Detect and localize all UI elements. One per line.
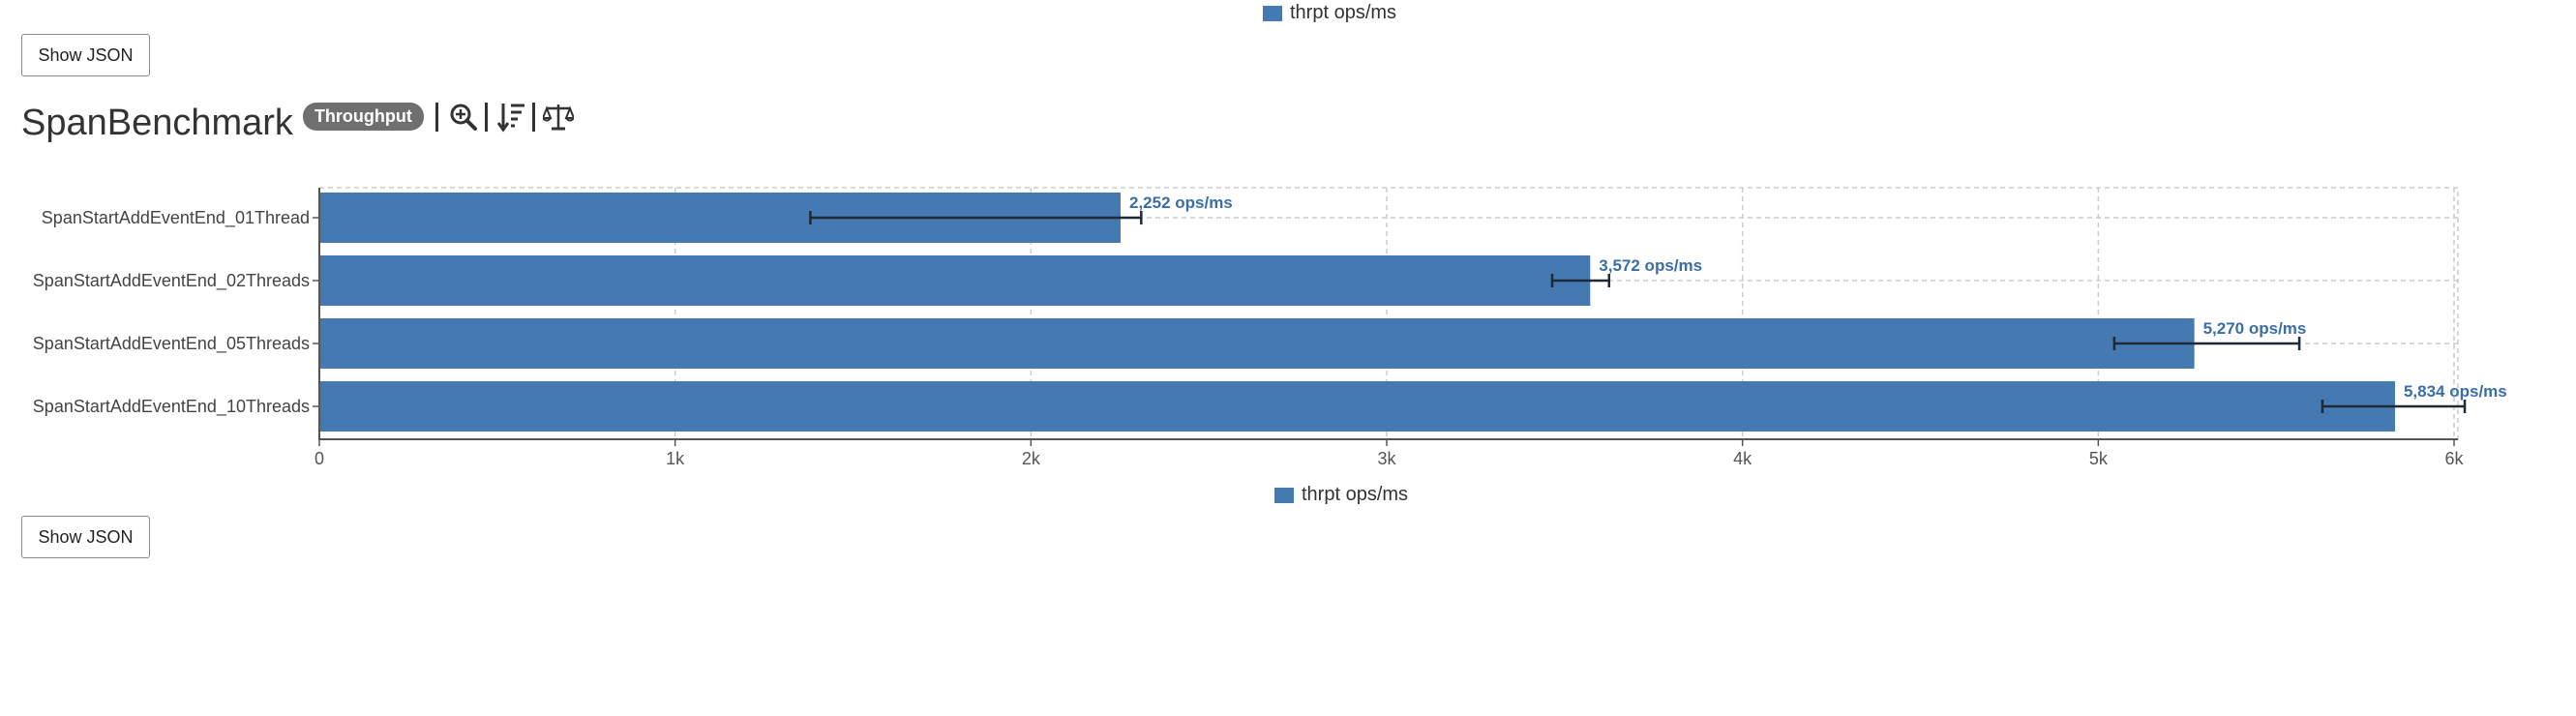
legend-bottom[interactable]: thrpt ops/ms (1274, 484, 1408, 506)
x-tick-label: 4k (1733, 449, 1752, 468)
benchmark-header: SpanBenchmark Throughput (21, 101, 574, 144)
bar (319, 255, 1591, 306)
sort-descending-icon[interactable] (495, 101, 526, 134)
x-tick-label: 5k (2089, 449, 2109, 468)
zoom-in-icon[interactable] (448, 101, 479, 134)
balance-scale-icon[interactable] (542, 101, 574, 134)
legend-label: thrpt ops/ms (1290, 2, 1397, 23)
legend-label: thrpt ops/ms (1302, 484, 1409, 505)
value-label: 3,572 ops/ms (1599, 256, 1702, 275)
value-label: 5,834 ops/ms (2404, 382, 2507, 401)
legend-swatch (1274, 487, 1294, 503)
bar (319, 381, 2395, 432)
value-label: 5,270 ops/ms (2203, 319, 2307, 338)
x-tick-label: 3k (1377, 449, 1396, 468)
legend-swatch (1263, 5, 1282, 21)
legend-top[interactable]: thrpt ops/ms (1263, 2, 1396, 24)
value-label: 2,252 ops/ms (1129, 194, 1233, 212)
x-tick-label: 2k (1022, 449, 1041, 468)
throughput-bar-chart: 2,252 ops/ms SpanStartAddEventEnd_01Threa… (33, 187, 2507, 468)
x-tick-label: 0 (315, 449, 324, 468)
bar (319, 318, 2195, 369)
mode-badge: Throughput (302, 103, 424, 131)
category-label: SpanStartAddEventEnd_10Threads (33, 397, 310, 417)
toolbar-divider (434, 102, 438, 132)
toolbar-divider (531, 102, 535, 132)
category-label: SpanStartAddEventEnd_01Thread (42, 208, 310, 228)
category-label: SpanStartAddEventEnd_02Threads (33, 271, 310, 291)
show-json-button-top[interactable]: Show JSON (21, 34, 150, 76)
x-tick-label: 1k (666, 449, 685, 468)
x-tick-label: 6k (2444, 449, 2464, 468)
benchmark-title: SpanBenchmark (21, 103, 293, 143)
toolbar-divider (484, 102, 488, 132)
category-label: SpanStartAddEventEnd_05Threads (33, 334, 310, 354)
show-json-button-bottom[interactable]: Show JSON (21, 516, 150, 558)
